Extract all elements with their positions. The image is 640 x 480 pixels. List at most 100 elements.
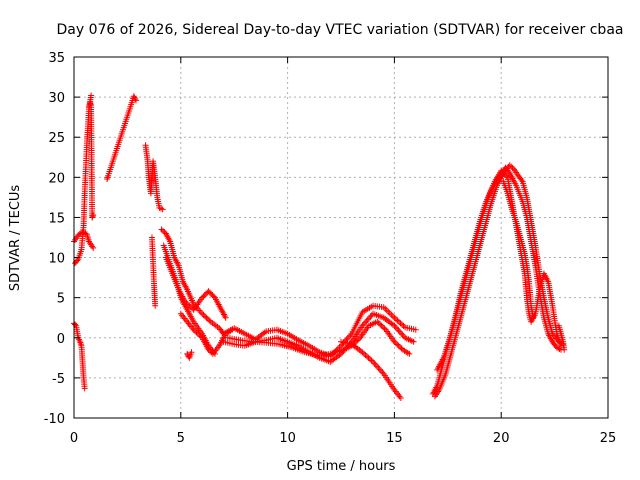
data-point	[556, 346, 563, 353]
data-point	[508, 163, 515, 170]
data-point	[222, 314, 229, 321]
data-point	[530, 314, 537, 321]
y-tick-label: 30	[48, 91, 65, 106]
data-point	[202, 313, 209, 320]
data-point	[203, 314, 210, 321]
x-tick-label: 25	[600, 431, 617, 446]
data-point	[190, 326, 197, 333]
data-point	[210, 293, 217, 300]
data-point	[200, 293, 207, 300]
series-track-n	[220, 310, 417, 365]
data-point	[506, 162, 513, 169]
data-point	[503, 173, 510, 180]
data-point	[406, 350, 413, 357]
series-track-f	[142, 142, 166, 213]
data-point	[158, 226, 165, 233]
y-tick-label: 15	[48, 211, 65, 226]
data-points	[71, 92, 568, 401]
x-axis-label: GPS time / hours	[287, 459, 396, 474]
data-point	[205, 346, 212, 353]
y-tick-label: 5	[57, 292, 65, 307]
data-point	[499, 169, 506, 176]
data-point	[397, 344, 404, 351]
series-track-p	[338, 338, 404, 401]
data-point	[159, 206, 166, 213]
y-tick-label: 25	[48, 131, 65, 146]
data-point	[87, 100, 94, 107]
x-tick-label: 5	[177, 431, 185, 446]
x-tick-label: 10	[279, 431, 296, 446]
data-point	[518, 176, 525, 183]
y-tick-label: 20	[48, 171, 65, 186]
data-point	[561, 346, 568, 353]
y-tick-label: -10	[44, 412, 65, 427]
data-point	[206, 317, 213, 324]
data-point	[184, 301, 191, 308]
x-tick-label: 20	[493, 431, 510, 446]
data-point	[201, 292, 208, 299]
series-track-g	[148, 234, 159, 309]
plot-frame	[73, 56, 609, 419]
data-point	[197, 333, 204, 340]
data-point	[182, 298, 189, 305]
data-point	[209, 292, 216, 299]
data-point	[498, 167, 505, 174]
y-tick-label: -5	[52, 372, 65, 387]
data-point	[89, 213, 96, 220]
data-point	[183, 300, 190, 307]
y-tick-label: 0	[57, 332, 65, 347]
data-point	[90, 212, 97, 219]
data-point	[196, 332, 203, 339]
data-point	[131, 94, 138, 101]
series-track-t	[500, 178, 537, 321]
data-point	[187, 304, 194, 311]
series-track-r	[431, 162, 567, 400]
series-track-e	[104, 93, 139, 182]
data-point	[152, 302, 159, 309]
y-axis-label: SDTVAR / TECUs	[8, 185, 23, 292]
data-point	[394, 341, 401, 348]
data-point	[192, 328, 199, 335]
data-point	[391, 338, 398, 345]
data-point	[378, 322, 385, 329]
data-point	[199, 294, 206, 301]
data-point	[381, 325, 388, 332]
data-point	[88, 92, 95, 99]
data-point	[74, 257, 81, 264]
data-point	[132, 95, 139, 102]
data-point	[500, 170, 507, 177]
data-point	[81, 385, 88, 392]
chart-title: Day 076 of 2026, Sidereal Day-to-day VTE…	[57, 22, 624, 38]
data-point	[200, 312, 207, 319]
data-point	[204, 316, 211, 323]
data-point	[194, 330, 201, 337]
data-point	[206, 348, 213, 355]
data-point	[132, 97, 139, 104]
data-point	[208, 290, 215, 297]
data-point	[90, 244, 97, 251]
data-point	[188, 349, 195, 356]
data-point	[377, 321, 384, 328]
series-track-l	[184, 349, 195, 361]
data-point	[205, 288, 212, 295]
y-tick-label: 10	[48, 252, 65, 267]
x-tick-label: 15	[386, 431, 403, 446]
data-point	[412, 326, 419, 333]
data-point	[374, 318, 381, 325]
series-track-o	[224, 318, 413, 359]
data-point	[355, 336, 362, 343]
series-track-d	[71, 320, 88, 392]
data-point	[392, 340, 399, 347]
data-point	[398, 345, 405, 352]
series-track-m	[220, 302, 419, 360]
data-point	[395, 342, 402, 349]
series-track-j	[162, 254, 229, 321]
data-point	[206, 289, 213, 296]
data-point	[199, 310, 206, 317]
axis-ticks: 0 5 10 15 20 25 -10 -5 0 5 10 15 20 25 30 35	[44, 51, 617, 446]
series-track-c	[85, 99, 97, 221]
data-point	[203, 290, 210, 297]
data-point	[72, 321, 79, 328]
